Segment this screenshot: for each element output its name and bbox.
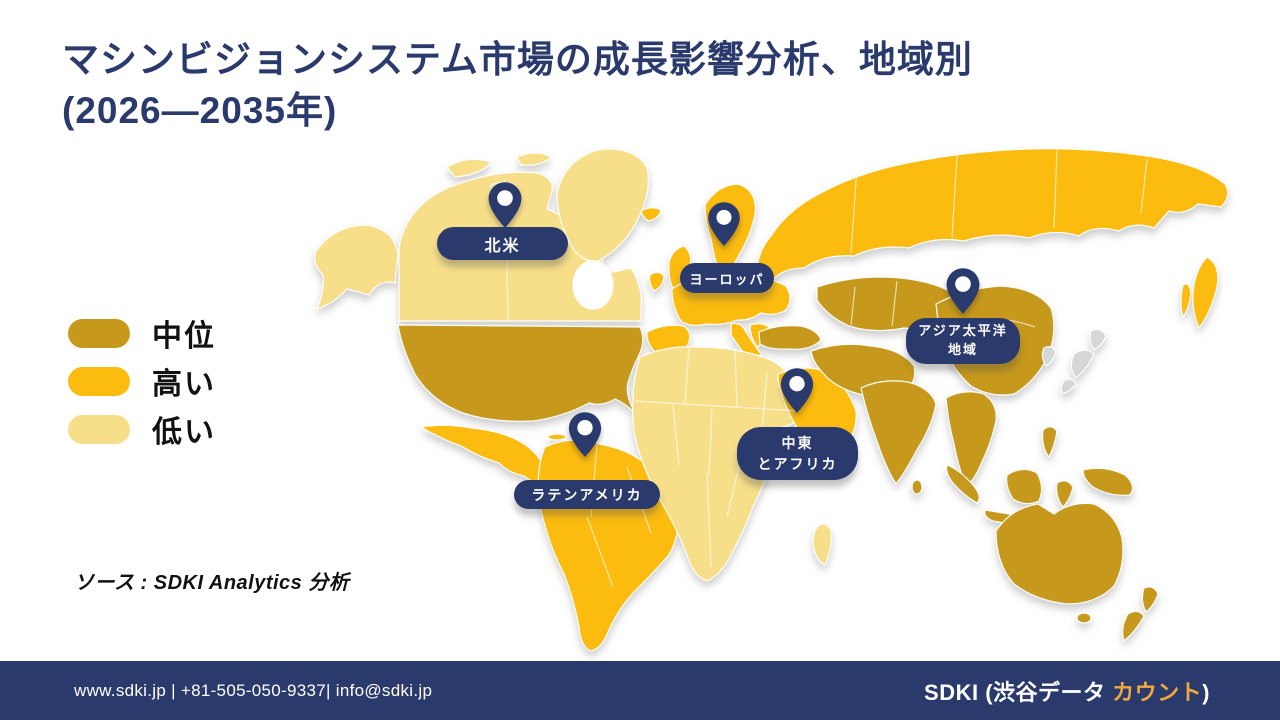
- map-label-latin-america: ラテンアメリカ: [514, 480, 660, 509]
- map-label-text: 北米: [484, 237, 521, 255]
- region-madagascar: [812, 523, 832, 566]
- region-philippines: [1042, 426, 1058, 458]
- region-usa: [397, 324, 644, 422]
- source-note: ソース : SDKI Analytics 分析: [74, 572, 350, 594]
- title-line2: (2026—2035年): [62, 90, 338, 132]
- region-honshu: [1070, 349, 1095, 379]
- region-korea: [1041, 346, 1057, 367]
- map-label-middle-east-africa: 中東 とアフリカ: [737, 427, 858, 480]
- region-sulawesi: [1056, 480, 1074, 508]
- legend-item-medium: 中位: [68, 318, 216, 353]
- footer-brand-close: ): [1202, 679, 1210, 705]
- legend-swatch-low: [68, 414, 130, 444]
- map-label-text: アジア太平洋: [918, 323, 1008, 339]
- region-new-guinea: [1082, 467, 1134, 496]
- region-russia: [756, 148, 1229, 286]
- region-turkey: [758, 325, 822, 350]
- map-pin-icon-north-america: [488, 182, 522, 228]
- region-new-zealand-south: [1122, 610, 1145, 642]
- legend-label-high: 高い: [152, 368, 216, 401]
- region-sakhalin: [1180, 283, 1192, 318]
- map-label-text: ラテンアメリカ: [531, 486, 643, 503]
- map-label-text: とアフリカ: [757, 455, 838, 472]
- legend-swatch-high: [68, 366, 130, 396]
- page-title: マシンビジョンシステム市場の成長影響分析、地域別 (2026—2035年): [62, 34, 1162, 136]
- region-japan-korea: [1041, 328, 1107, 395]
- region-kamchatka: [1192, 256, 1219, 329]
- region-borneo: [1006, 468, 1043, 505]
- region-kyushu: [1060, 378, 1077, 395]
- hudson-bay: [572, 260, 614, 310]
- footer-brand-white: SDKI (渋谷データ: [924, 679, 1113, 705]
- legend: 中位 高い 低い: [68, 318, 216, 462]
- map-label-asia-pacific: アジア太平洋 地域: [906, 318, 1020, 364]
- region-arctic-island: [516, 152, 552, 166]
- region-sri-lanka: [911, 479, 923, 495]
- region-sumatra: [946, 464, 980, 504]
- legend-swatch-medium: [68, 318, 130, 348]
- region-alaska: [314, 224, 399, 310]
- region-australia: [995, 502, 1124, 605]
- region-iceland: [640, 207, 662, 222]
- legend-item-low: 低い: [68, 414, 216, 449]
- map-pin-icon-asia-pacific: [946, 268, 980, 314]
- legend-label-low: 低い: [152, 416, 216, 449]
- map-label-europe: ヨーロッパ: [680, 263, 774, 293]
- map-pin-icon-latin-america: [568, 412, 602, 457]
- title-line1: マシンビジョンシステム市場の成長影響分析、地域別: [62, 39, 973, 80]
- region-caribbean: [547, 433, 567, 441]
- region-indochina: [945, 391, 997, 487]
- region-arctic-island: [446, 158, 492, 178]
- map-label-text: 地域: [947, 342, 978, 357]
- region-tasmania: [1076, 612, 1092, 624]
- region-new-zealand-north: [1141, 586, 1159, 613]
- region-africa: [632, 346, 805, 582]
- map-label-text: ヨーロッパ: [689, 271, 765, 287]
- region-italy: [730, 322, 762, 360]
- footer-brand-gold: カウント: [1112, 679, 1203, 705]
- legend-item-high: 高い: [68, 366, 216, 401]
- map-pin-icon-middle-east-africa: [780, 368, 814, 413]
- footer-bar: www.sdki.jp | +81-505-050-9337| info@sdk…: [0, 661, 1280, 720]
- legend-label-medium: 中位: [152, 320, 216, 353]
- region-india: [860, 380, 937, 485]
- map-pin-icon-europe: [708, 202, 740, 246]
- world-map: [314, 148, 1229, 652]
- map-label-text: 中東: [781, 434, 814, 451]
- footer-brand: SDKI (渋谷データ カウント): [924, 675, 1210, 707]
- region-hokkaido: [1089, 328, 1107, 351]
- footer-contact: www.sdki.jp | +81-505-050-9337| info@sdk…: [74, 680, 433, 700]
- map-label-north-america: 北米: [437, 227, 568, 260]
- region-ireland: [648, 271, 665, 292]
- region-greenland: [556, 148, 649, 262]
